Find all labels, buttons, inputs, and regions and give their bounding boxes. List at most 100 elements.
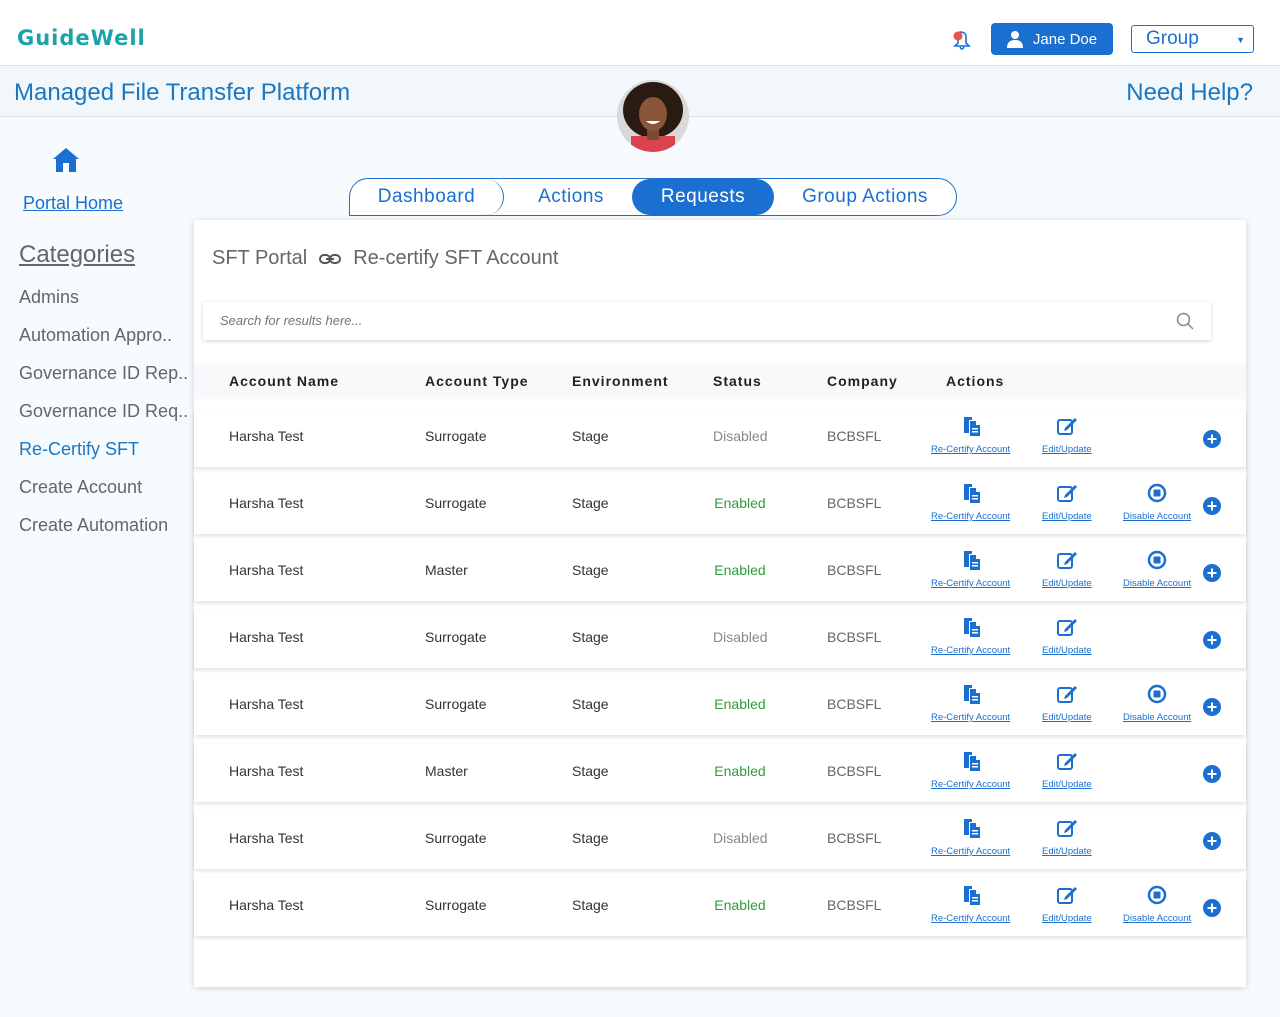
cell-company: BCBSFL <box>827 495 882 511</box>
disable-account-button[interactable]: Disable Account <box>1123 549 1191 589</box>
user-profile-button[interactable]: Jane Doe <box>991 23 1113 55</box>
recertify-icon <box>960 750 982 775</box>
edit-update-button[interactable]: Edit/Update <box>1042 549 1092 589</box>
group-select-value: Group <box>1146 28 1199 49</box>
edit-update-label: Edit/Update <box>1042 712 1092 723</box>
disable-account-button[interactable]: Disable Account <box>1123 884 1191 924</box>
category-item-governance-id-rep[interactable]: Governance ID Rep.. <box>19 363 189 383</box>
tab-group-actions[interactable]: Group Actions <box>802 186 928 207</box>
edit-update-button[interactable]: Edit/Update <box>1042 415 1092 455</box>
search-input[interactable] <box>203 302 1103 338</box>
recertify-account-button[interactable]: Re-Certify Account <box>931 616 1010 656</box>
edit-update-button[interactable]: Edit/Update <box>1042 616 1092 656</box>
edit-icon <box>1056 482 1078 507</box>
recertify-account-button[interactable]: Re-Certify Account <box>931 817 1010 857</box>
cell-company: BCBSFL <box>827 830 882 846</box>
table-row[interactable]: Harsha Test Surrogate Stage Enabled BCBSFL Re… <box>194 677 1246 735</box>
stop-circle-icon <box>1146 884 1168 909</box>
disable-account-button[interactable]: Disable Account <box>1123 482 1191 522</box>
recertify-account-button[interactable]: Re-Certify Account <box>931 750 1010 790</box>
category-item-create-automation[interactable]: Create Automation <box>19 515 169 535</box>
expand-plus-icon[interactable] <box>1203 698 1221 716</box>
cell-environment: Stage <box>572 495 609 511</box>
category-item-governance-id-req[interactable]: Governance ID Req.. <box>19 401 189 421</box>
edit-icon <box>1056 683 1078 708</box>
edit-update-label: Edit/Update <box>1042 511 1092 522</box>
cell-account-type: Master <box>425 562 468 578</box>
recertify-account-button[interactable]: Re-Certify Account <box>931 482 1010 522</box>
category-item-admins[interactable]: Admins <box>19 287 80 307</box>
expand-plus-icon[interactable] <box>1203 564 1221 582</box>
group-select[interactable]: Group ▼ <box>1131 25 1254 53</box>
cell-account-name: Harsha Test <box>229 428 304 444</box>
breadcrumb-current: Re-certify SFT Account <box>353 247 559 269</box>
cell-account-type: Master <box>425 763 468 779</box>
categories-heading: Categories <box>19 241 136 268</box>
recertify-account-button[interactable]: Re-Certify Account <box>931 415 1010 455</box>
column-header-account-type[interactable]: Account Type <box>425 373 529 389</box>
edit-update-button[interactable]: Edit/Update <box>1042 884 1092 924</box>
home-icon[interactable] <box>51 145 81 175</box>
avatar[interactable] <box>617 80 689 152</box>
cell-account-name: Harsha Test <box>229 562 304 578</box>
edit-update-label: Edit/Update <box>1042 913 1092 924</box>
expand-plus-icon[interactable] <box>1203 497 1221 515</box>
table-row[interactable]: Harsha Test Master Stage Enabled BCBSFL Re-Ce… <box>194 744 1246 802</box>
table-row[interactable]: Harsha Test Surrogate Stage Enabled BCBSFL Re… <box>194 476 1246 534</box>
need-help-link[interactable]: Need Help? <box>1126 79 1253 106</box>
category-item-automation-approvals[interactable]: Automation Appro.. <box>19 325 173 345</box>
expand-plus-icon[interactable] <box>1203 832 1221 850</box>
tab-dashboard[interactable]: Dashboard <box>350 179 504 215</box>
recertify-account-button[interactable]: Re-Certify Account <box>931 884 1010 924</box>
status-badge: Enabled <box>714 897 766 913</box>
edit-update-button[interactable]: Edit/Update <box>1042 750 1092 790</box>
chevron-down-icon: ▼ <box>1236 35 1245 45</box>
edit-update-label: Edit/Update <box>1042 444 1092 455</box>
status-badge: Disabled <box>713 629 768 645</box>
tab-actions[interactable]: Actions <box>538 186 604 207</box>
cell-account-type: Surrogate <box>425 897 487 913</box>
recertify-account-button[interactable]: Re-Certify Account <box>931 683 1010 723</box>
expand-plus-icon[interactable] <box>1203 765 1221 783</box>
search-box <box>203 302 1211 340</box>
table-header: Account Name Account Type Environment St… <box>194 363 1246 399</box>
edit-icon <box>1056 817 1078 842</box>
edit-update-button[interactable]: Edit/Update <box>1042 817 1092 857</box>
edit-icon <box>1056 415 1078 440</box>
status-badge: Disabled <box>713 830 768 846</box>
portal-home-link[interactable]: Portal Home <box>23 193 124 213</box>
disable-account-label: Disable Account <box>1123 511 1192 522</box>
cell-company: BCBSFL <box>827 696 882 712</box>
recertify-icon <box>960 616 982 641</box>
column-header-account-name[interactable]: Account Name <box>229 373 340 389</box>
column-header-status[interactable]: Status <box>713 373 762 389</box>
table-row[interactable]: Harsha Test Master Stage Enabled BCBSFL Re-Ce… <box>194 543 1246 601</box>
edit-update-button[interactable]: Edit/Update <box>1042 683 1092 723</box>
expand-plus-icon[interactable] <box>1203 899 1221 917</box>
disable-account-button[interactable]: Disable Account <box>1123 683 1191 723</box>
search-icon[interactable] <box>1176 312 1194 330</box>
tab-requests[interactable]: Requests <box>632 179 774 215</box>
guidewell-logo[interactable]: GuideWell <box>17 26 146 50</box>
cell-account-type: Surrogate <box>425 428 487 444</box>
column-header-environment[interactable]: Environment <box>572 373 669 389</box>
recertify-account-button[interactable]: Re-Certify Account <box>931 549 1010 589</box>
expand-plus-icon[interactable] <box>1203 631 1221 649</box>
category-item-create-account[interactable]: Create Account <box>19 477 143 497</box>
table-row[interactable]: Harsha Test Surrogate Stage Disabled BCBSFL R… <box>194 409 1246 467</box>
expand-plus-icon[interactable] <box>1203 430 1221 448</box>
table-row[interactable]: Harsha Test Surrogate Stage Enabled BCBSFL Re… <box>194 878 1246 936</box>
table-row[interactable]: Harsha Test Surrogate Stage Disabled BCBSFL R… <box>194 610 1246 668</box>
category-item-recertify-sft[interactable]: Re-Certify SFT <box>19 439 140 459</box>
recertify-icon <box>960 683 982 708</box>
column-header-company[interactable]: Company <box>827 373 898 389</box>
user-name: Jane Doe <box>1032 30 1098 48</box>
cell-environment: Stage <box>572 763 609 779</box>
cell-account-type: Surrogate <box>425 830 487 846</box>
recertify-icon <box>960 884 982 909</box>
cell-account-name: Harsha Test <box>229 763 304 779</box>
notification-bell-icon[interactable] <box>949 28 975 52</box>
edit-update-button[interactable]: Edit/Update <box>1042 482 1092 522</box>
breadcrumb-root[interactable]: SFT Portal <box>212 247 308 269</box>
table-row[interactable]: Harsha Test Surrogate Stage Disabled BCBSFL R… <box>194 811 1246 869</box>
